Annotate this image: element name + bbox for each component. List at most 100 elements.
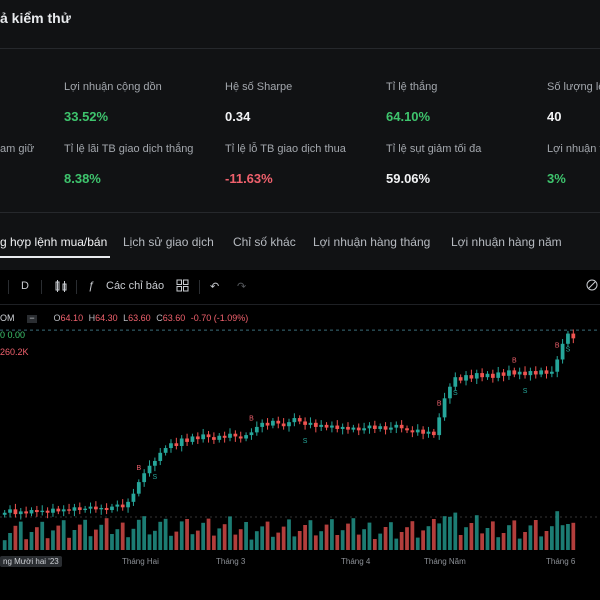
candle-body [442, 398, 447, 418]
trade-marker: S [523, 388, 528, 395]
close-key: C [156, 313, 163, 323]
trade-marker: S [566, 347, 571, 354]
candle-body [24, 511, 29, 514]
candle-body [88, 506, 93, 509]
candle-body [281, 423, 286, 427]
symbol-label: OM [0, 313, 15, 323]
interval-button[interactable]: D [21, 280, 29, 292]
volume-bar [426, 526, 431, 550]
candle-body [399, 424, 404, 429]
volume-bar [507, 525, 511, 550]
undo-icon[interactable]: ↶ [210, 281, 220, 293]
active-tab-indicator [0, 256, 110, 258]
volume-bar [297, 531, 302, 550]
volume-bar [120, 522, 125, 550]
metric-value-win-rate: 64.10% [386, 109, 431, 124]
candle-body [464, 375, 468, 381]
tab-yearly-profit[interactable]: Lợi nhuận hàng năm [451, 235, 562, 249]
tab-trade-summary[interactable]: g hợp lệnh mua/bán [0, 235, 108, 249]
volume-bar [18, 521, 23, 550]
camera-icon[interactable] [586, 279, 598, 294]
candle-body [249, 432, 254, 436]
volume-bar [448, 516, 452, 550]
volume-bar [501, 533, 506, 550]
volume-bar [115, 529, 120, 550]
volume-bar [217, 528, 222, 550]
x-axis-label: Tháng 4 [341, 557, 371, 566]
candle-body [222, 435, 227, 438]
low-value: 63.60 [128, 313, 151, 323]
collapse-legend-button[interactable]: − [27, 313, 38, 323]
candle-body [362, 428, 366, 431]
tab-other-metrics[interactable]: Chỉ số khác [233, 235, 296, 249]
function-icon[interactable]: ƒ [88, 280, 95, 292]
candle-body [271, 420, 275, 426]
toolbar-separator [199, 280, 200, 294]
redo-icon[interactable]: ↷ [237, 281, 247, 293]
high-value: 64.30 [95, 313, 118, 323]
candles-icon[interactable] [54, 279, 68, 296]
volume-bar [356, 534, 361, 550]
candle-body [120, 504, 125, 508]
grid-icon[interactable] [176, 279, 189, 295]
volume-bar [421, 530, 425, 550]
volume-bar [442, 516, 447, 550]
volume-bar [566, 524, 570, 550]
candle-body [29, 510, 34, 514]
volume-bar [410, 521, 415, 550]
candle-body [104, 507, 109, 511]
metric-label-trade-count: Số lượng lệ [547, 81, 600, 93]
trade-marker: B [512, 357, 517, 364]
volume-bar [464, 527, 468, 550]
volume-bar [222, 524, 227, 550]
volume-bar [2, 540, 7, 550]
open-value: 64.10 [60, 313, 84, 323]
candle-body [212, 437, 216, 440]
volume-bar [330, 519, 334, 550]
high-key: H [88, 313, 96, 323]
indicators-button[interactable]: Các chỉ báo [106, 280, 165, 292]
candle-body [319, 424, 324, 427]
candle-body [512, 370, 517, 375]
volume-bar [367, 522, 372, 550]
volume-bar [195, 530, 200, 550]
candle-body [18, 511, 23, 515]
candle-body [147, 465, 152, 474]
candle-body [67, 509, 71, 511]
candle-body [34, 510, 39, 513]
volume-bar [158, 521, 163, 550]
candle-body [56, 508, 61, 512]
candle-body [458, 377, 463, 381]
volume-bar [346, 523, 350, 550]
x-axis-label: Tháng Năm [424, 557, 466, 566]
tab-trade-history[interactable]: Lịch sử giao dịch [123, 235, 214, 249]
volume-bar [383, 527, 388, 550]
volume-bar [555, 511, 560, 550]
volume-bar [560, 525, 565, 550]
candle-body [169, 443, 173, 449]
volume-bar [67, 537, 71, 550]
volume-bar [415, 537, 420, 550]
candle-body [233, 433, 238, 437]
candle-body [405, 428, 409, 431]
metric-value-avg-loss: -11.63% [225, 171, 273, 186]
candle-body [8, 509, 12, 513]
candle-body [560, 343, 565, 360]
candle-body [410, 430, 415, 433]
volume-bar [136, 519, 141, 550]
tab-monthly-profit[interactable]: Lợi nhuận hàng tháng [313, 235, 431, 249]
metric-label-partial: am giữ [0, 143, 35, 155]
candle-body [287, 422, 291, 427]
volume-bar [351, 518, 356, 550]
volume-bar [238, 529, 243, 550]
trade-marker: B [136, 465, 141, 472]
candle-body [115, 504, 120, 507]
candle-body [394, 424, 399, 428]
candle-body [501, 372, 506, 376]
volume-bar [94, 529, 98, 550]
candle-body [72, 507, 77, 511]
volume-bar [512, 520, 517, 550]
candle-body [437, 417, 442, 436]
volume-bar [110, 534, 114, 550]
